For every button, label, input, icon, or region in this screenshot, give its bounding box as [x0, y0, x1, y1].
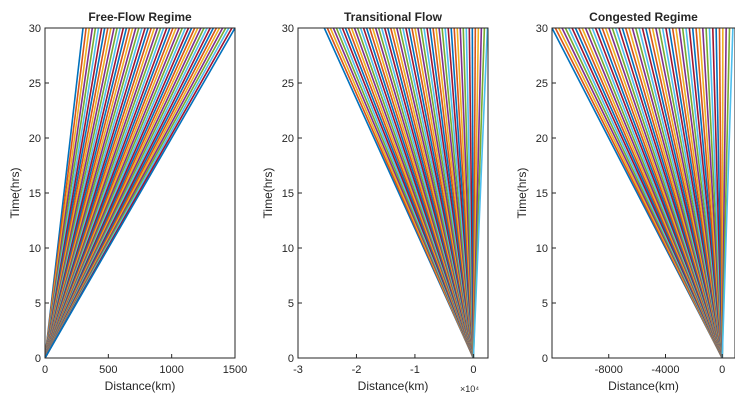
x-tick-label: 0 [719, 364, 725, 376]
y-tick-label: 20 [282, 133, 294, 145]
x-tick-label: 1000 [159, 364, 183, 376]
y-tick-label: 15 [282, 188, 294, 200]
y-tick-label: 30 [29, 23, 41, 35]
y-tick-label: 20 [536, 133, 548, 145]
x-tick-label: -4000 [651, 364, 679, 376]
subplot-1: 0 500 1000 1500 0 5 10 15 20 25 30 Free-Flow Regime… [8, 10, 247, 393]
x-tick-label: 0 [470, 364, 476, 376]
x-tick-label: 0 [42, 364, 48, 376]
subplot-3: -8000 -4000 0 0 5 10 15 20 25 30 Congested Regime D… [515, 10, 735, 393]
y-tick-label: 5 [35, 298, 41, 310]
y-tick-label: 10 [29, 243, 41, 255]
trajectory-line [45, 28, 235, 358]
x-tick-label: 1500 [223, 364, 247, 376]
subplot-2: -3 -2 -1 0 0 5 10 15 20 25 30 Transitional Flow Dist… [261, 10, 489, 394]
chart-title: Free-Flow Regime [88, 10, 192, 24]
y-tick-label: 10 [282, 243, 294, 255]
x-axis-exponent: ×10⁴ [460, 384, 479, 394]
y-tick-label: 0 [288, 353, 294, 365]
x-tick-label: 500 [99, 364, 117, 376]
y-tick-label: 20 [29, 133, 41, 145]
y-tick-label: 25 [29, 78, 41, 90]
y-tick-label: 30 [536, 23, 548, 35]
y-tick-label: 0 [35, 353, 41, 365]
x-tick-label: -2 [352, 364, 362, 376]
x-axis-label: Distance(km) [608, 379, 679, 393]
x-tick-label: -8000 [595, 364, 623, 376]
trajectory-line [721, 28, 734, 358]
y-tick-label: 5 [288, 298, 294, 310]
trajectory-lines [552, 28, 734, 358]
y-tick-label: 15 [29, 188, 41, 200]
y-tick-label: 5 [542, 298, 548, 310]
x-axis-label: Distance(km) [105, 379, 176, 393]
y-tick-label: 30 [282, 23, 294, 35]
y-axis-label: Time(hrs) [515, 168, 529, 219]
y-tick-label: 25 [536, 78, 548, 90]
y-tick-label: 10 [536, 243, 548, 255]
trajectory-lines [45, 28, 235, 358]
chart-title: Congested Regime [589, 10, 698, 24]
trajectory-line [472, 28, 488, 358]
x-tick-label: -3 [293, 364, 303, 376]
y-tick-label: 15 [536, 188, 548, 200]
chart-title: Transitional Flow [344, 10, 443, 24]
x-tick-label: -1 [410, 364, 420, 376]
y-axis-label: Time(hrs) [8, 168, 22, 219]
trajectory-lines [323, 28, 488, 358]
y-tick-label: 25 [282, 78, 294, 90]
y-tick-label: 0 [542, 353, 548, 365]
y-axis-label: Time(hrs) [261, 168, 275, 219]
x-axis-label: Distance(km) [358, 379, 429, 393]
